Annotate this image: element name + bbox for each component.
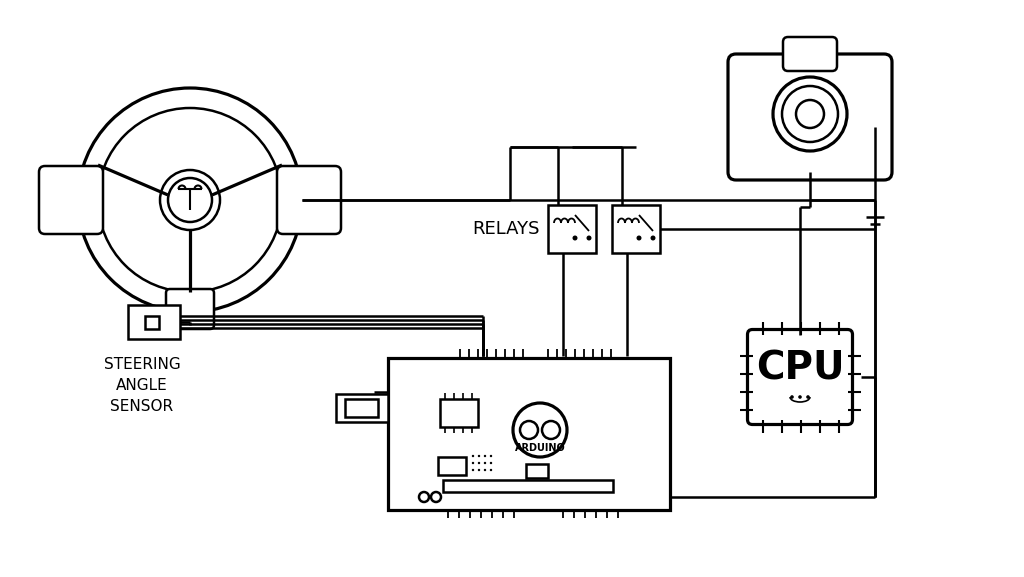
Bar <box>345 399 378 417</box>
Circle shape <box>472 462 474 464</box>
Circle shape <box>572 235 578 241</box>
Text: ARDUINO: ARDUINO <box>515 443 565 453</box>
Bar <box>145 316 159 329</box>
Circle shape <box>587 235 592 241</box>
Bar <box>526 464 548 478</box>
Bar <box>336 394 388 422</box>
Bar <box>388 358 670 510</box>
Bar <box>438 457 466 475</box>
FancyBboxPatch shape <box>166 289 214 329</box>
Circle shape <box>483 469 486 471</box>
Circle shape <box>478 462 480 464</box>
Circle shape <box>650 235 655 241</box>
Bar <box>548 205 596 253</box>
FancyBboxPatch shape <box>728 54 892 180</box>
Circle shape <box>489 462 493 464</box>
Text: CPU: CPU <box>756 350 845 388</box>
Bar <box>612 205 660 253</box>
Circle shape <box>489 469 493 471</box>
Circle shape <box>472 455 474 457</box>
Circle shape <box>798 395 802 399</box>
Circle shape <box>791 395 794 399</box>
Text: RELAYS: RELAYS <box>472 220 540 238</box>
Bar <box>443 480 613 492</box>
Circle shape <box>483 462 486 464</box>
Text: STEERING
ANGLE
SENSOR: STEERING ANGLE SENSOR <box>103 357 180 414</box>
Bar <box>128 305 180 339</box>
FancyBboxPatch shape <box>783 37 837 71</box>
FancyBboxPatch shape <box>39 166 103 234</box>
FancyBboxPatch shape <box>748 329 853 425</box>
Circle shape <box>472 469 474 471</box>
Bar <box>440 399 478 427</box>
Circle shape <box>478 469 480 471</box>
Circle shape <box>637 235 641 241</box>
FancyBboxPatch shape <box>278 166 341 234</box>
Circle shape <box>478 455 480 457</box>
Circle shape <box>489 455 493 457</box>
Circle shape <box>806 395 810 399</box>
Circle shape <box>483 455 486 457</box>
Circle shape <box>160 170 220 230</box>
